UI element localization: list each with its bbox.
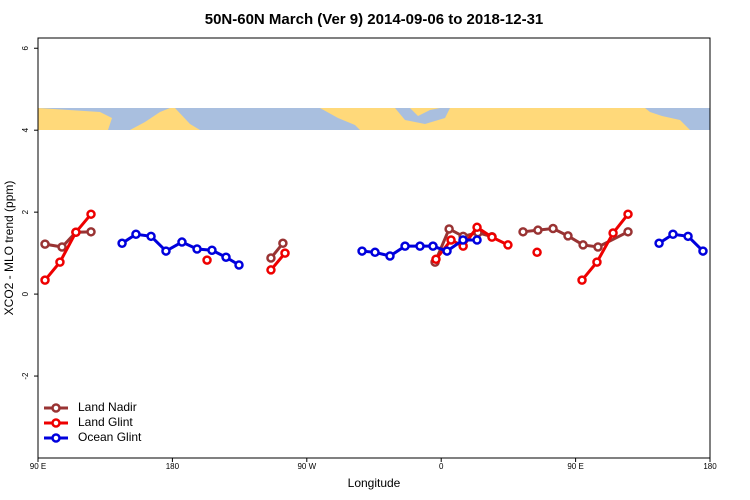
data-point [55, 257, 65, 267]
data-point [221, 252, 231, 262]
legend-label: Land Nadir [78, 400, 137, 414]
data-point [266, 253, 276, 263]
legend-marker [51, 433, 61, 443]
data-point [487, 232, 497, 242]
data-point [683, 231, 693, 242]
data-point [431, 254, 441, 265]
data-point [40, 239, 50, 249]
data-point [608, 228, 618, 238]
legend-marker [51, 418, 61, 428]
data-point [458, 235, 468, 245]
data-point [234, 260, 244, 270]
data-point [623, 227, 633, 237]
data-point [278, 238, 288, 249]
data-point [578, 240, 588, 250]
data-point [446, 235, 456, 245]
data-point [472, 222, 482, 233]
x-tick-label: 180 [703, 462, 717, 471]
y-tick-label: -2 [21, 372, 30, 380]
map-strip [38, 108, 710, 130]
legend-label: Land Glint [78, 415, 133, 429]
data-point [202, 255, 212, 265]
y-axis-label: XCO2 - MLO trend (ppm) [2, 181, 16, 316]
data-point [192, 244, 202, 254]
series-line [43, 213, 630, 282]
data-point [593, 242, 603, 252]
data-point [207, 245, 217, 256]
data-point [623, 209, 633, 219]
data-point [668, 229, 678, 240]
data-point [698, 246, 708, 256]
x-tick-label: 90 E [567, 462, 583, 471]
legend-label: Ocean Glint [78, 430, 142, 444]
data-point [370, 247, 380, 258]
plot-frame [37, 37, 711, 459]
data-point [563, 231, 573, 241]
series-line [44, 226, 629, 263]
data-point [280, 248, 290, 258]
data-point [442, 246, 452, 256]
data-point [131, 229, 141, 240]
y-tick-label: 2 [21, 209, 30, 214]
legend-marker [51, 403, 61, 413]
data-point [472, 235, 482, 245]
data-point [57, 242, 67, 252]
data-point [654, 238, 664, 249]
data-point [40, 275, 50, 285]
data-point [503, 240, 513, 250]
data-point [161, 246, 171, 256]
data-point [71, 227, 81, 237]
y-tick-label: 4 [21, 127, 30, 132]
x-tick-label: 0 [439, 462, 444, 471]
data-point [86, 227, 96, 237]
data-point [400, 241, 410, 251]
chart-title: 50N-60N March (Ver 9) 2014-09-06 to 2018… [205, 11, 544, 28]
data-point [532, 247, 542, 258]
data-point [428, 241, 438, 251]
x-axis-label: Longitude [348, 476, 401, 490]
data-point [592, 257, 602, 267]
data-point [86, 209, 96, 219]
data-point [415, 241, 425, 251]
x-tick-label: 90 E [30, 462, 46, 471]
data-point [177, 237, 187, 247]
data-point [385, 251, 395, 261]
x-tick-label: 90 W [297, 462, 316, 471]
x-tick-label: 180 [166, 462, 180, 471]
y-tick-label: 6 [21, 45, 30, 50]
data-point [577, 275, 587, 285]
data-point [444, 224, 454, 234]
data-point [533, 225, 543, 235]
data-point [146, 231, 156, 242]
data-point [518, 227, 528, 237]
data-point [266, 265, 276, 275]
data-point [357, 246, 367, 256]
data-point [548, 223, 558, 234]
y-tick-label: 0 [21, 291, 30, 296]
data-point [117, 238, 127, 249]
